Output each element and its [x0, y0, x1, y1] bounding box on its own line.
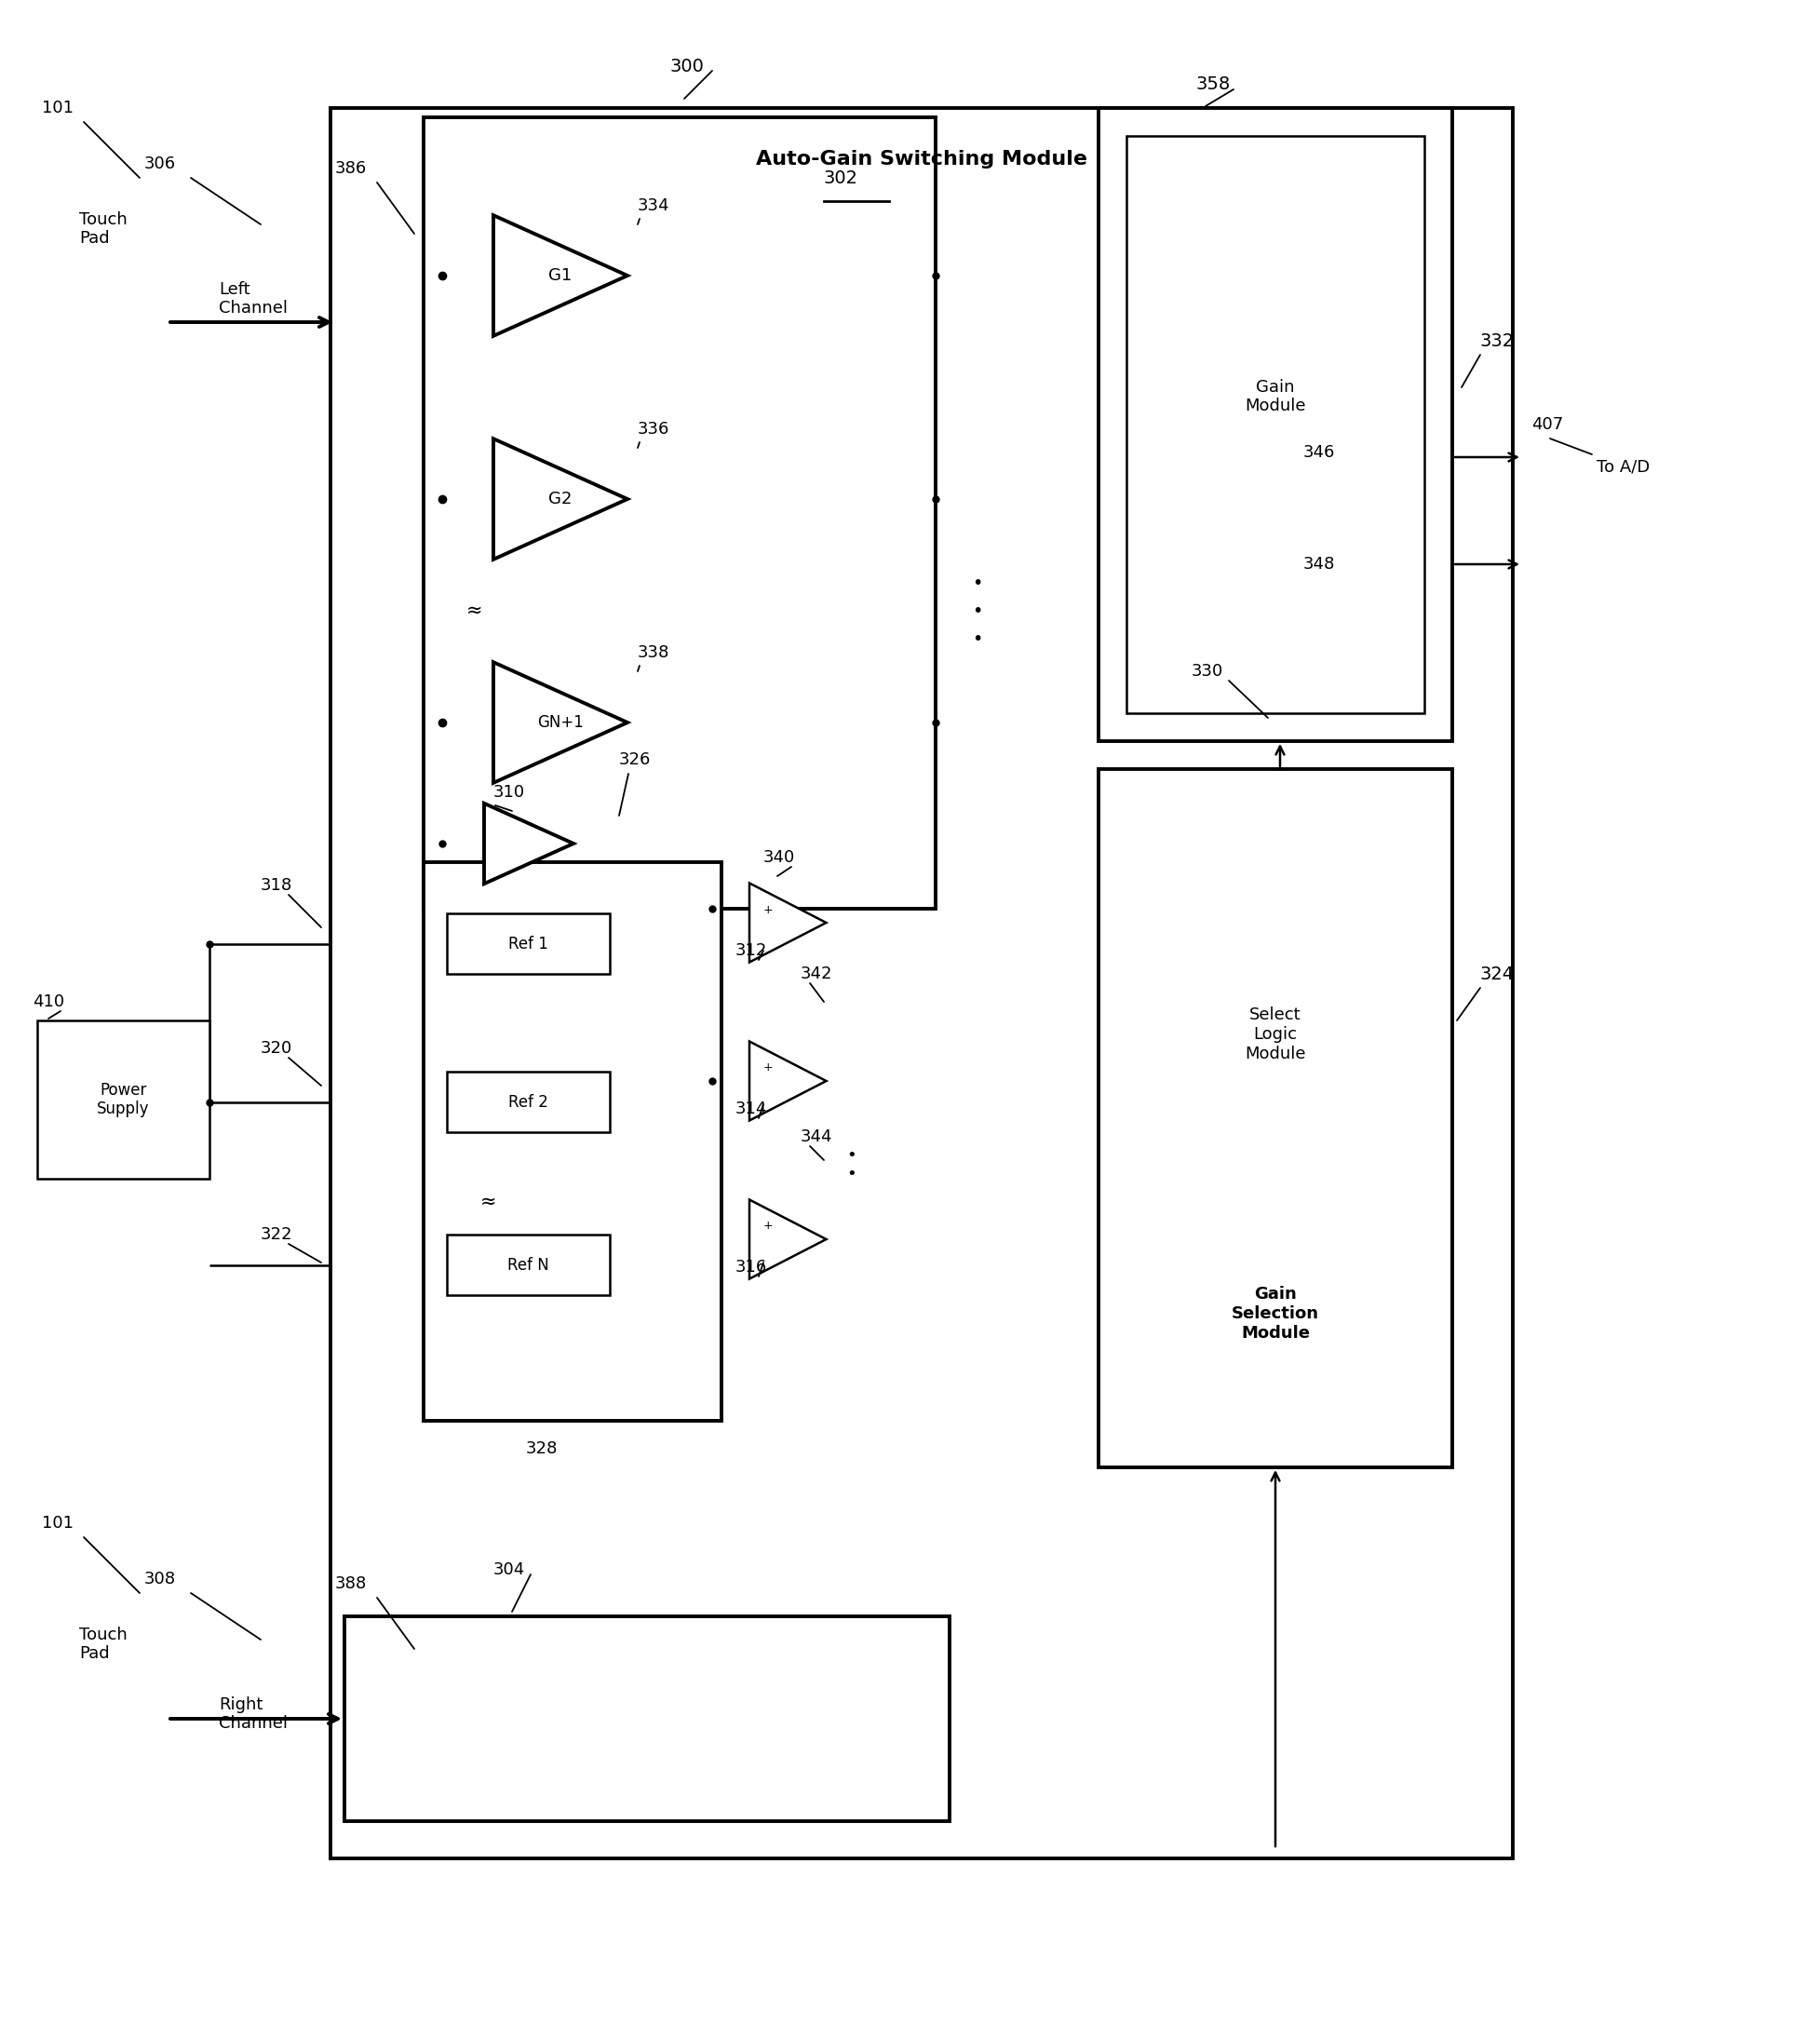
Text: G1: G1: [548, 267, 571, 284]
Text: 316: 316: [735, 1258, 766, 1276]
Text: ≈: ≈: [480, 1193, 497, 1212]
Polygon shape: [484, 804, 573, 883]
Text: 324: 324: [1480, 964, 1514, 983]
Text: 306: 306: [144, 156, 177, 172]
Text: 300: 300: [670, 57, 704, 75]
Polygon shape: [493, 440, 628, 559]
Text: 410: 410: [33, 993, 64, 1011]
Bar: [446, 1072, 610, 1133]
Text: 310: 310: [493, 784, 524, 800]
Text: 336: 336: [637, 421, 670, 438]
Text: •: •: [846, 1147, 857, 1163]
Text: 304: 304: [493, 1562, 524, 1578]
Polygon shape: [493, 215, 628, 336]
Text: Ref 2: Ref 2: [508, 1094, 548, 1110]
Text: 386: 386: [335, 160, 368, 176]
Text: 388: 388: [335, 1576, 368, 1592]
Bar: [1097, 107, 1452, 742]
Text: •: •: [972, 573, 983, 592]
Text: •: •: [972, 602, 983, 620]
Bar: [344, 1617, 948, 1821]
Text: To A/D: To A/D: [1596, 458, 1649, 474]
Text: ≈: ≈: [466, 602, 482, 620]
Text: •: •: [972, 630, 983, 648]
Text: 302: 302: [823, 168, 857, 186]
Text: Touch
Pad: Touch Pad: [78, 211, 127, 247]
Text: 342: 342: [801, 966, 832, 983]
Polygon shape: [750, 1199, 826, 1278]
Text: 328: 328: [526, 1440, 557, 1457]
Bar: [1097, 770, 1452, 1467]
Text: 308: 308: [144, 1570, 177, 1588]
Text: Select
Logic
Module: Select Logic Module: [1245, 1007, 1305, 1062]
Text: Gain
Selection
Module: Gain Selection Module: [1230, 1287, 1318, 1341]
Text: 318: 318: [260, 877, 293, 893]
Text: 314: 314: [735, 1100, 766, 1116]
Text: 330: 330: [1190, 663, 1223, 679]
Bar: [1127, 136, 1423, 713]
Text: Right
Channel: Right Channel: [218, 1696, 288, 1732]
Text: +: +: [763, 1220, 772, 1232]
Text: Left
Channel: Left Channel: [218, 282, 288, 316]
Text: •: •: [846, 1165, 857, 1183]
Text: 322: 322: [260, 1226, 293, 1244]
Text: Gain
Module: Gain Module: [1245, 379, 1305, 415]
Text: Touch
Pad: Touch Pad: [78, 1627, 127, 1661]
Text: 407: 407: [1531, 415, 1563, 434]
Text: 340: 340: [763, 849, 795, 865]
Text: +: +: [763, 904, 772, 916]
Text: 101: 101: [42, 1515, 73, 1532]
Text: 320: 320: [260, 1039, 293, 1058]
Text: G2: G2: [548, 490, 571, 506]
Text: 334: 334: [637, 197, 670, 215]
Text: +: +: [763, 1062, 772, 1074]
Text: 312: 312: [735, 942, 766, 958]
Text: 358: 358: [1196, 75, 1230, 93]
Text: Ref N: Ref N: [508, 1256, 550, 1272]
Text: 326: 326: [619, 752, 652, 768]
Bar: [329, 107, 1512, 1858]
Text: Auto-Gain Switching Module: Auto-Gain Switching Module: [755, 150, 1087, 168]
Text: 101: 101: [42, 99, 73, 115]
Text: Ref 1: Ref 1: [508, 936, 548, 952]
Text: GN+1: GN+1: [537, 713, 584, 731]
Text: 348: 348: [1303, 555, 1334, 573]
Text: 332: 332: [1480, 332, 1514, 350]
Text: Power
Supply: Power Supply: [96, 1082, 149, 1118]
Bar: [446, 1234, 610, 1295]
Bar: [424, 863, 721, 1420]
Text: 346: 346: [1303, 444, 1334, 460]
Polygon shape: [750, 1041, 826, 1120]
Text: 344: 344: [801, 1128, 832, 1145]
Polygon shape: [493, 663, 628, 782]
Text: 338: 338: [637, 644, 670, 660]
Polygon shape: [750, 883, 826, 962]
Bar: [446, 914, 610, 975]
Bar: [424, 118, 935, 910]
Bar: [36, 1021, 209, 1179]
